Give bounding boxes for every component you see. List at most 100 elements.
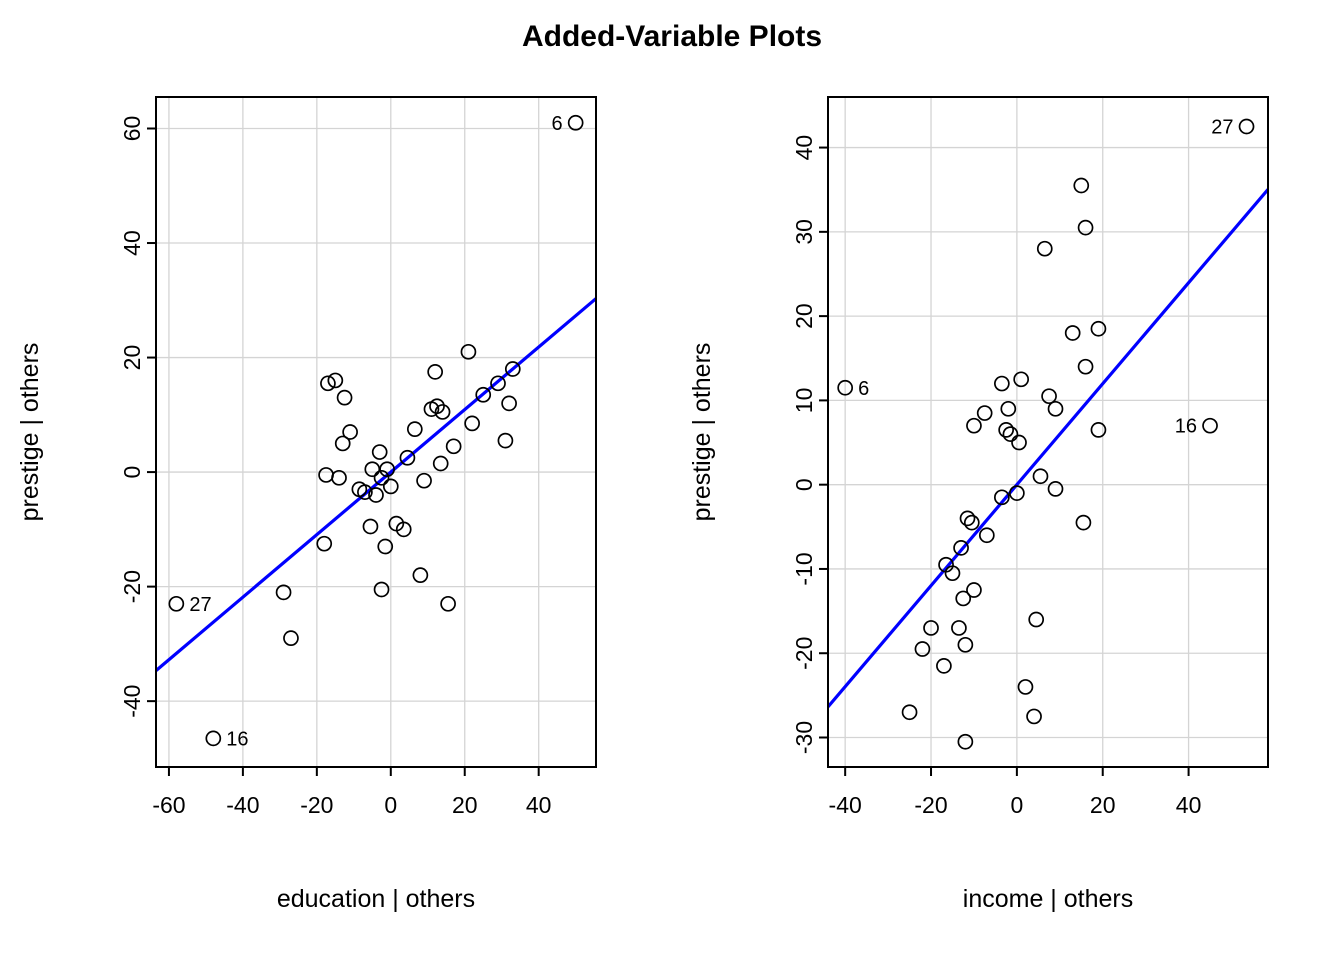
scatter-point <box>445 438 462 455</box>
scatter-point <box>1041 388 1057 405</box>
point-label: 27 <box>189 594 211 616</box>
scatter-point <box>976 405 993 421</box>
y-tick-label: 40 <box>119 230 145 256</box>
scatter-point <box>1002 426 1019 442</box>
scatter-point <box>342 424 358 440</box>
scatter-point <box>316 535 333 552</box>
x-tick-label: 0 <box>1010 792 1023 818</box>
scatter-point <box>901 704 918 721</box>
scatter-point <box>923 620 939 636</box>
scatter-point <box>944 565 961 582</box>
x-axis-label: education | others <box>277 885 475 913</box>
scatter-point-labeled <box>837 379 854 396</box>
x-tick-label: 0 <box>384 792 397 818</box>
x-tick-label: -60 <box>152 792 185 818</box>
point-label: 16 <box>1175 416 1197 438</box>
scatter-point <box>955 590 972 607</box>
education-avplot-panel: 6 27 16 -60 -40 -20 0 20 40 -40 -20 0 20 40 60 educatio… <box>16 96 597 913</box>
scatter-point <box>1047 481 1064 497</box>
regression-line <box>828 188 1268 708</box>
scatter-point <box>379 461 395 478</box>
scatter-point <box>1013 371 1030 388</box>
scatter-point <box>331 469 347 486</box>
scatter-point-labeled <box>1202 417 1218 434</box>
scatter-point <box>283 630 299 647</box>
x-tick-label: 20 <box>452 792 478 818</box>
x-tick-label: -40 <box>829 792 862 818</box>
scatter-point <box>1036 240 1053 257</box>
scatter-point <box>1077 358 1094 375</box>
point-label: 6 <box>858 378 869 400</box>
scatter-point <box>1011 434 1027 451</box>
scatter-point <box>318 467 334 483</box>
scatter-point <box>475 386 492 403</box>
point-label: 6 <box>552 113 563 135</box>
scatter-point <box>504 361 521 377</box>
scatter-point <box>1073 177 1090 194</box>
y-tick-label: 0 <box>119 466 145 479</box>
scatter-point <box>501 395 517 412</box>
y-tick-label: -30 <box>791 721 817 754</box>
scatter-point <box>373 469 390 486</box>
point-label: 27 <box>1211 116 1233 138</box>
y-tick-label: 60 <box>119 116 145 142</box>
regression-line <box>156 297 596 672</box>
scatter-point <box>994 489 1010 506</box>
scatter-point <box>327 372 344 389</box>
y-tick-label: 0 <box>791 478 817 491</box>
x-tick-label: -40 <box>226 792 259 818</box>
scatter-point <box>1032 468 1049 485</box>
scatter-point <box>432 455 449 472</box>
scatter-point <box>434 404 451 420</box>
scatter-point-labeled <box>205 730 222 747</box>
y-tick-label: -10 <box>791 552 817 585</box>
x-axis-label: income | others <box>963 885 1133 913</box>
scatter-point <box>377 538 394 555</box>
scatter-point <box>957 733 974 750</box>
scatter-point <box>998 422 1014 438</box>
scatter-point <box>320 375 336 392</box>
scatter-point <box>427 364 444 380</box>
point-label: 16 <box>226 728 248 750</box>
income-avplot-panel: 27 6 16 -40 -20 0 20 40 -30 -20 -10 0 10 20 30 40 income… <box>688 96 1269 913</box>
scatter-point <box>959 510 976 527</box>
scatter-point <box>994 375 1010 392</box>
scatter-point <box>357 484 373 500</box>
scatter-point <box>1026 708 1042 725</box>
scatter-point <box>1009 485 1025 501</box>
scatter-point <box>1064 325 1081 341</box>
scatter-point <box>1077 219 1094 236</box>
scatter-point <box>373 581 390 598</box>
plot-border <box>827 96 1269 768</box>
scatter-point <box>399 449 416 466</box>
y-tick-label: 10 <box>791 388 817 414</box>
scatter-point <box>914 641 931 657</box>
scatter-point <box>1090 422 1107 438</box>
scatter-point <box>978 527 995 544</box>
y-tick-label: 40 <box>791 135 817 161</box>
scatter-point <box>966 417 982 434</box>
scatter-point <box>464 415 480 432</box>
scatter-point <box>966 582 982 598</box>
scatter-point-labeled <box>1238 118 1255 135</box>
y-axis-label: prestige | others <box>688 343 716 522</box>
scatter-point <box>429 398 445 415</box>
scatter-point <box>406 421 423 437</box>
scatter-point <box>951 620 967 636</box>
scatter-point <box>364 461 381 478</box>
scatter-point <box>497 432 514 449</box>
x-tick-label: -20 <box>300 792 333 818</box>
scatter-point <box>416 472 432 489</box>
x-tick-label: 40 <box>526 792 552 818</box>
scatter-point <box>412 567 429 584</box>
x-tick-label: 20 <box>1090 792 1116 818</box>
scatter-point <box>334 435 351 452</box>
scatter-point <box>460 343 477 360</box>
y-tick-label: -20 <box>791 637 817 670</box>
scatter-point <box>440 595 456 612</box>
scatter-point-labeled <box>168 595 185 612</box>
scatter-point <box>1075 514 1092 531</box>
figure-title: Added-Variable Plots <box>521 20 823 53</box>
scatter-point <box>936 658 952 674</box>
